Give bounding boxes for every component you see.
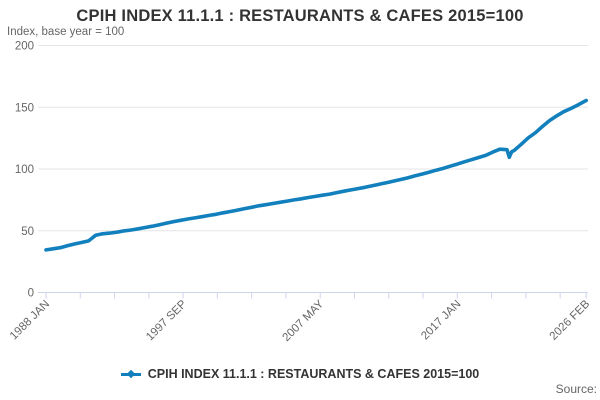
x-tick-label: 2007 MAY	[280, 298, 326, 344]
x-tick-label: 2017 JAN	[419, 298, 463, 342]
plot-area: 0 50 100 150 200 1988 JAN 1997 SEP 2007 MAY 2017…	[8, 41, 593, 344]
y-tick-label: 100	[15, 164, 34, 176]
legend-label: CPIH INDEX 11.1.1 : RESTAURANTS & CAFES …	[147, 367, 480, 381]
x-tick-label: 1997 SEP	[144, 298, 189, 343]
legend-line-marker-icon	[120, 369, 141, 379]
chart-subtitle: Index, base year = 100	[7, 26, 125, 38]
y-tick-label: 200	[15, 41, 34, 53]
x-tick-label: 1988 JAN	[8, 298, 52, 342]
legend-item[interactable]: CPIH INDEX 11.1.1 : RESTAURANTS & CAFES …	[0, 364, 600, 384]
y-tick-label: 50	[21, 226, 34, 238]
source-note: Source:	[555, 382, 597, 396]
series-line[interactable]	[44, 98, 589, 252]
y-tick-label: 150	[15, 102, 34, 114]
chart-title: CPIH INDEX 11.1.1 : RESTAURANTS & CAFES …	[76, 7, 524, 25]
y-tick-label: 0	[28, 288, 34, 300]
x-tick-label: 2026 FEB	[548, 298, 593, 343]
